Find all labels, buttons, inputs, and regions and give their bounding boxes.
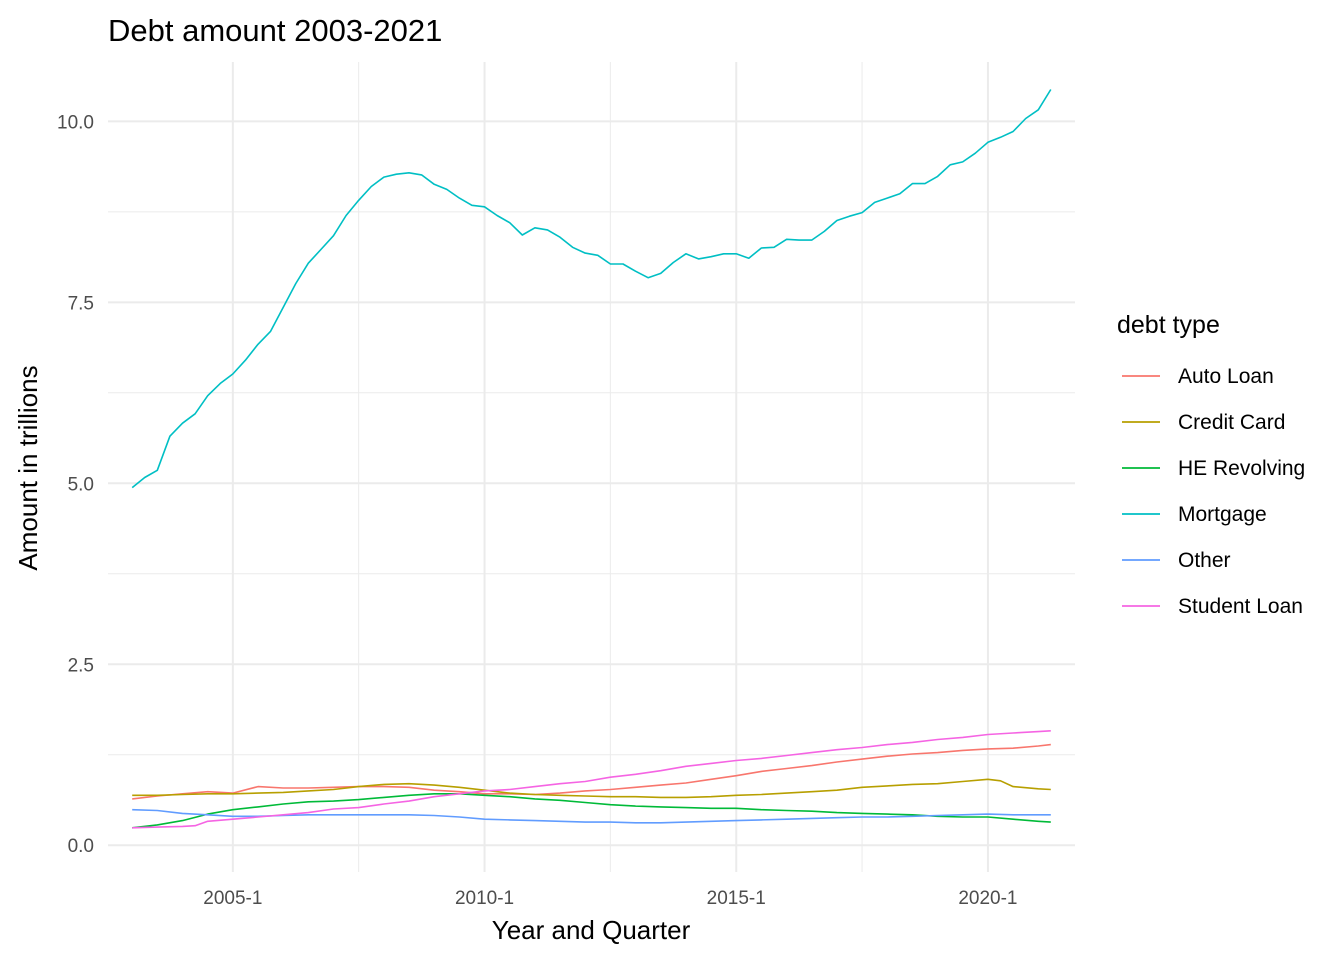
series-line-auto-loan <box>132 743 1051 800</box>
x-tick-label: 2005-1 <box>203 888 262 909</box>
legend-label: Student Loan <box>1178 595 1303 618</box>
legend: debt type Auto Loan Credit Card HE Revolvi… <box>1117 311 1305 618</box>
series-line-credit-card <box>132 778 1051 799</box>
grid <box>108 62 1075 872</box>
legend-label: Auto Loan <box>1178 365 1274 388</box>
series-line-student-loan <box>132 730 1051 829</box>
legend-label: HE Revolving <box>1178 457 1305 480</box>
x-axis-ticks: 2005-1 2010-1 2015-1 2020-1 <box>203 888 1017 909</box>
series-line-other <box>132 808 1051 824</box>
y-tick-label: 10.0 <box>57 112 94 133</box>
series-line-he-revolving <box>132 793 1051 829</box>
x-axis-title: Year and Quarter <box>492 915 691 945</box>
y-tick-label: 2.5 <box>68 655 94 676</box>
legend-title: debt type <box>1117 311 1220 339</box>
y-axis-title: Amount in trillions <box>13 365 43 570</box>
legend-label: Credit Card <box>1178 411 1285 434</box>
x-tick-label: 2020-1 <box>958 888 1017 909</box>
y-axis-ticks: 0.0 2.5 5.0 7.5 10.0 <box>57 112 94 857</box>
y-tick-label: 5.0 <box>68 474 94 495</box>
y-tick-label: 7.5 <box>68 293 94 314</box>
series-lines <box>131 89 1052 829</box>
series-line-mortgage <box>131 89 1052 489</box>
chart-title: Debt amount 2003-2021 <box>108 13 442 48</box>
legend-label: Other <box>1178 549 1231 572</box>
legend-label: Mortgage <box>1178 503 1267 526</box>
x-tick-label: 2015-1 <box>707 888 766 909</box>
x-tick-label: 2010-1 <box>455 888 514 909</box>
y-tick-label: 0.0 <box>68 836 94 857</box>
